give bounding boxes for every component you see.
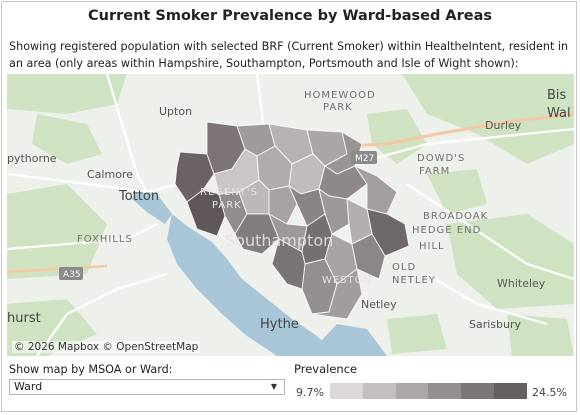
label-durley: Durley [485, 119, 522, 132]
label-foxhills: FOXHILLS [77, 234, 133, 245]
map-view[interactable]: HOMEWOOD PARK Upton Durley Bis Wal pytho… [7, 74, 574, 356]
label-old: OLD [392, 262, 416, 273]
ward-area [351, 233, 386, 280]
label-homewood: HOMEWOOD [304, 90, 376, 101]
label-southampton: Southampton [225, 231, 333, 250]
label-regents: REGENT'S [200, 187, 258, 198]
legend-swatch [330, 383, 363, 399]
road-shield-m27: M27 [351, 151, 377, 164]
label-broadoak: BROADOAK [423, 211, 488, 222]
label-farm: FARM [419, 166, 450, 177]
label-weston: WESTON [322, 275, 372, 286]
label-upton: Upton [159, 105, 192, 118]
legend-swatch [362, 383, 396, 399]
legend-swatch [428, 383, 462, 399]
ward-area [311, 268, 363, 320]
map-mode-select[interactable]: Ward ▼ [9, 379, 285, 395]
page-title: Current Smoker Prevalence by Ward-based … [87, 8, 493, 24]
legend-title: Prevalence [294, 362, 358, 376]
subtitle: Showing registered population with selec… [9, 40, 569, 70]
label-whiteley: Whiteley [497, 277, 546, 290]
label-hill: HILL [419, 241, 445, 252]
shield-a35-text: A35 [63, 270, 81, 280]
label-netley: Netley [361, 298, 397, 311]
label-wal: Wal [547, 106, 571, 121]
map-mode-label: Show map by MSOA or Ward: [9, 363, 173, 376]
label-sarisbury: Sarisbury [469, 318, 522, 331]
chevron-down-icon: ▼ [270, 382, 277, 391]
label-opthorne: pythorne [7, 152, 57, 165]
label-regents-park: PARK [212, 200, 242, 211]
legend-swatch [461, 383, 495, 399]
road-shield-a35: A35 [59, 267, 83, 280]
ward-area [268, 185, 298, 225]
ward-area [271, 238, 306, 290]
legend-swatch [494, 383, 527, 399]
label-calmore: Calmore [87, 168, 133, 181]
legend-color-ramp [330, 383, 527, 399]
label-totton: Totton [118, 189, 159, 204]
map-mode-value: Ward [14, 380, 43, 393]
place-labels: HOMEWOOD PARK Upton Durley Bis Wal pytho… [7, 88, 571, 332]
label-hurst: hurst [7, 311, 41, 326]
map-canvas[interactable]: HOMEWOOD PARK Upton Durley Bis Wal pytho… [7, 74, 574, 356]
legend-swatch [395, 383, 429, 399]
label-dowds: DOWD'S [417, 153, 465, 164]
road-a35 [7, 264, 108, 274]
label-park: PARK [323, 102, 353, 113]
label-old-netley: NETLEY [392, 275, 436, 286]
ward-areas [174, 121, 410, 320]
label-hythe: Hythe [260, 317, 299, 332]
shield-m27-text: M27 [355, 154, 374, 164]
map-attribution[interactable]: © 2026 Mapbox © OpenStreetMap [12, 341, 201, 353]
roads [7, 74, 574, 356]
legend-min: 9.7% [296, 386, 324, 399]
label-bis: Bis [547, 88, 567, 103]
legend-max: 24.5% [532, 386, 567, 399]
label-hedge-end: HEDGE END [412, 225, 481, 236]
